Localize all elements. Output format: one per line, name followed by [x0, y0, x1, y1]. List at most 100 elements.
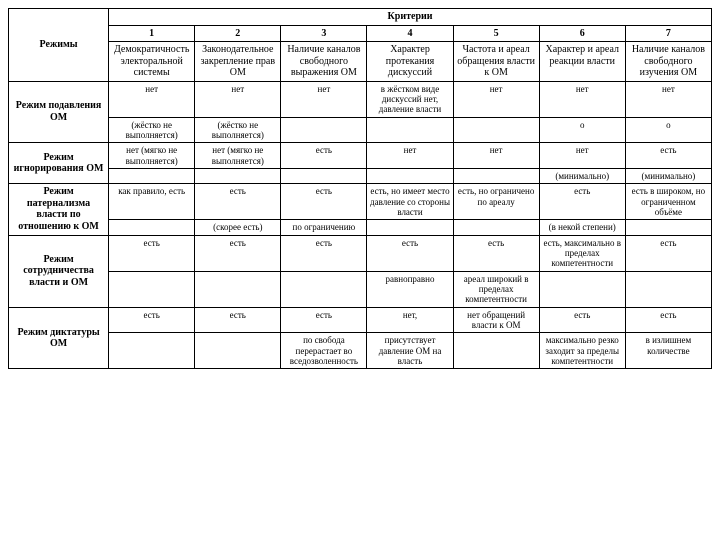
- cell: есть: [195, 307, 281, 333]
- cell: [625, 220, 711, 235]
- cell: [453, 220, 539, 235]
- table-row: Режим диктатуры ОМ есть есть есть нет, н…: [9, 307, 712, 333]
- table-row: Режим игнорирования ОМ нет (мягко не вып…: [9, 143, 712, 169]
- cell: [539, 271, 625, 307]
- regime-name: Режим игнорирования ОМ: [9, 143, 109, 184]
- cell: есть: [625, 235, 711, 271]
- table-row: равноправно ареал широкий в пределах ком…: [9, 271, 712, 307]
- cell: нет,: [367, 307, 453, 333]
- regime-name: Режим подавления ОМ: [9, 81, 109, 143]
- cell: нет (мягко не выполняется): [109, 143, 195, 169]
- cell: нет обращений власти к ОМ: [453, 307, 539, 333]
- cell: (минимально): [539, 168, 625, 183]
- cell: есть: [281, 143, 367, 169]
- crit-num-6: 6: [539, 25, 625, 42]
- cell: есть: [195, 235, 281, 271]
- cell: нет: [539, 143, 625, 169]
- table-row: по свобода перерастает во вседозволеннос…: [9, 333, 712, 369]
- cell: есть: [367, 235, 453, 271]
- table-row: Режим сотрудничества власти и ОМ есть ес…: [9, 235, 712, 271]
- cell: (жёстко не выполняется): [109, 117, 195, 143]
- cell: [195, 333, 281, 369]
- regime-name: Режим сотрудничества власти и ОМ: [9, 235, 109, 307]
- cell: есть: [539, 184, 625, 220]
- crit-label-5: Частота и ареал обращения власти к ОМ: [453, 42, 539, 82]
- cell: есть, максимально в пределах компетентно…: [539, 235, 625, 271]
- cell: нет: [367, 143, 453, 169]
- cell: нет: [195, 81, 281, 117]
- cell: (в некой степени): [539, 220, 625, 235]
- cell: [367, 220, 453, 235]
- cell: есть: [281, 184, 367, 220]
- crit-label-4: Характер протекания дискуссий: [367, 42, 453, 82]
- cell: [367, 117, 453, 143]
- table-row: (скорее есть) по ограничению (в некой ст…: [9, 220, 712, 235]
- crit-num-3: 3: [281, 25, 367, 42]
- cell: [281, 168, 367, 183]
- cell: нет: [453, 143, 539, 169]
- cell: нет: [453, 81, 539, 117]
- cell: [195, 168, 281, 183]
- table-row: Режим подавления ОМ нет нет нет в жёстко…: [9, 81, 712, 117]
- cell: есть: [625, 143, 711, 169]
- cell: есть: [195, 184, 281, 220]
- cell: есть, но имеет место давление со стороны…: [367, 184, 453, 220]
- cell: есть: [109, 235, 195, 271]
- cell: о: [539, 117, 625, 143]
- cell: [195, 271, 281, 307]
- cell: [625, 271, 711, 307]
- crit-label-6: Характер и ареал реакции власти: [539, 42, 625, 82]
- cell: ареал широкий в пределах компетентности: [453, 271, 539, 307]
- cell: есть в широком, но ограниченном объёме: [625, 184, 711, 220]
- cell: есть: [109, 307, 195, 333]
- cell: о: [625, 117, 711, 143]
- cell: как правило, есть: [109, 184, 195, 220]
- crit-num-2: 2: [195, 25, 281, 42]
- cell: [109, 168, 195, 183]
- cell: есть: [281, 235, 367, 271]
- crit-num-4: 4: [367, 25, 453, 42]
- cell: в жёстком виде дискуссий нет, давление в…: [367, 81, 453, 117]
- regime-name: Режим патернализма власти по отношению к…: [9, 184, 109, 235]
- regime-name: Режим диктатуры ОМ: [9, 307, 109, 369]
- cell: есть: [625, 307, 711, 333]
- cell: [281, 271, 367, 307]
- criteria-table: Режимы Критерии 1 2 3 4 5 6 7 Демократич…: [8, 8, 712, 369]
- crit-num-7: 7: [625, 25, 711, 42]
- cell: [367, 168, 453, 183]
- table-row: (жёстко не выполняется) (жёстко не выпол…: [9, 117, 712, 143]
- cell: есть: [453, 235, 539, 271]
- cell: (жёстко не выполняется): [195, 117, 281, 143]
- crit-num-5: 5: [453, 25, 539, 42]
- cell: [109, 333, 195, 369]
- cell: [109, 220, 195, 235]
- cell: по свобода перерастает во вседозволеннос…: [281, 333, 367, 369]
- crit-label-7: Наличие каналов свободного изучения ОМ: [625, 42, 711, 82]
- cell: [281, 117, 367, 143]
- cell: максимально резко заходит за пределы ком…: [539, 333, 625, 369]
- cell: [453, 117, 539, 143]
- header-regimes: Режимы: [9, 9, 109, 82]
- cell: нет: [109, 81, 195, 117]
- header-criteria: Критерии: [109, 9, 712, 26]
- cell: нет: [625, 81, 711, 117]
- cell: в излишнем количестве: [625, 333, 711, 369]
- cell: нет (мягко не выполняется): [195, 143, 281, 169]
- cell: есть: [281, 307, 367, 333]
- cell: присутствует давление ОМ на власть: [367, 333, 453, 369]
- crit-label-2: Законодательное закрепление прав ОМ: [195, 42, 281, 82]
- cell: есть, но ограничено по ареалу: [453, 184, 539, 220]
- table-row: (минимально) (минимально): [9, 168, 712, 183]
- cell: (минимально): [625, 168, 711, 183]
- cell: (скорее есть): [195, 220, 281, 235]
- cell: нет: [281, 81, 367, 117]
- table-row: Режим патернализма власти по отношению к…: [9, 184, 712, 220]
- cell: есть: [539, 307, 625, 333]
- crit-num-1: 1: [109, 25, 195, 42]
- cell: [453, 333, 539, 369]
- cell: по ограничению: [281, 220, 367, 235]
- cell: равноправно: [367, 271, 453, 307]
- crit-label-3: Наличие каналов свободного выражения ОМ: [281, 42, 367, 82]
- cell: [109, 271, 195, 307]
- cell: [453, 168, 539, 183]
